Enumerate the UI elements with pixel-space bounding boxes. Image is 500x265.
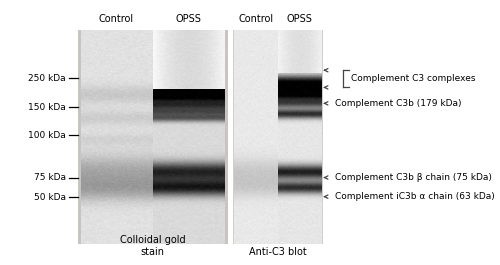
Text: OPSS: OPSS: [176, 14, 202, 24]
Bar: [78, 30, 228, 244]
Text: 50 kDa: 50 kDa: [34, 193, 66, 202]
Text: 100 kDa: 100 kDa: [28, 131, 66, 140]
Text: OPSS: OPSS: [286, 14, 312, 24]
Text: Control: Control: [99, 14, 134, 24]
Text: 250 kDa: 250 kDa: [28, 74, 66, 83]
Text: 150 kDa: 150 kDa: [28, 103, 66, 112]
Text: 75 kDa: 75 kDa: [34, 173, 66, 182]
Text: Control: Control: [238, 14, 274, 24]
Text: Complement iC3b α chain (63 kDa): Complement iC3b α chain (63 kDa): [335, 192, 495, 201]
Text: Anti-C3 blot: Anti-C3 blot: [248, 247, 306, 257]
Bar: [232, 30, 322, 244]
Text: Complement C3b β chain (75 kDa): Complement C3b β chain (75 kDa): [335, 173, 492, 182]
Text: Complement C3 complexes: Complement C3 complexes: [350, 74, 475, 83]
Text: Complement C3b (179 kDa): Complement C3b (179 kDa): [335, 99, 462, 108]
Text: Colloidal gold
stain: Colloidal gold stain: [120, 235, 186, 257]
